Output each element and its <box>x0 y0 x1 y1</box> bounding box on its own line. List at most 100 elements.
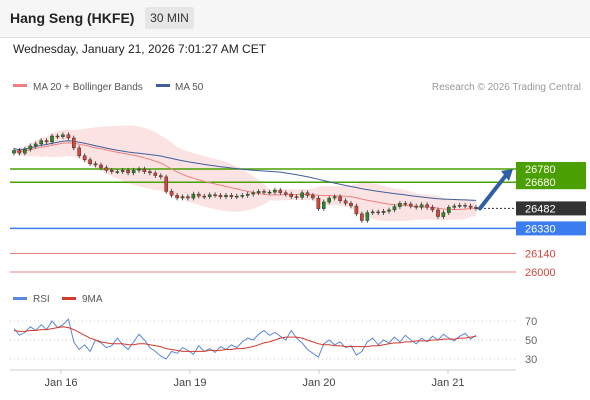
candle-body <box>186 196 190 199</box>
candle-body <box>403 203 408 205</box>
candle-body <box>311 195 315 199</box>
credit-label: Research © 2026 Trading Central <box>432 82 581 93</box>
x-tick-label: Jan 19 <box>173 377 206 389</box>
rsi-ma-legend-swatch <box>62 297 76 300</box>
candle-body <box>229 195 234 197</box>
candle-body <box>327 197 332 203</box>
candle-body <box>191 193 196 199</box>
rsi-tick-label: 70 <box>525 316 537 328</box>
resistance-label-2-bg <box>516 175 586 190</box>
candle-body <box>474 207 478 209</box>
current-price-label: 26482 <box>525 203 556 215</box>
candle-body <box>17 150 22 154</box>
candle-body <box>23 148 27 154</box>
candle-body <box>93 163 98 166</box>
resistance-label-1-bg <box>516 162 586 176</box>
datetime-label: Wednesday, January 21, 2026 7:01:27 AM C… <box>13 42 267 56</box>
candle-body <box>452 205 457 208</box>
candle-body <box>61 134 65 137</box>
candle-body <box>251 192 256 195</box>
rsi-tick-label: 30 <box>525 354 537 366</box>
candle-body <box>360 213 364 221</box>
candle-body <box>245 193 250 196</box>
resistance-label-2: 26680 <box>525 177 556 189</box>
candle-body <box>392 206 397 211</box>
candle-body <box>153 172 158 176</box>
candle-body <box>370 211 375 214</box>
rsi-ma-line <box>13 326 477 352</box>
forecast-arrow-head <box>501 169 513 181</box>
candle-body <box>169 191 174 196</box>
candle-body <box>387 209 391 212</box>
candle-body <box>180 196 185 199</box>
candle-body <box>262 191 266 193</box>
rsi-tick-label: 50 <box>525 335 537 347</box>
candle-body <box>175 195 179 199</box>
candle-body <box>12 150 16 154</box>
candle-body <box>425 204 429 208</box>
rsi-line <box>13 318 477 360</box>
x-tick-label: Jan 16 <box>44 377 77 389</box>
candle-body <box>300 192 304 198</box>
candle-body <box>365 212 370 221</box>
candle-body <box>218 195 223 197</box>
x-axis: Jan 16 Jan 19 Jan 20 Jan 21 <box>44 370 465 389</box>
candle-body <box>273 189 277 193</box>
x-tick-label: Jan 21 <box>431 377 464 389</box>
candle-body <box>66 134 71 139</box>
candle-body <box>278 189 283 193</box>
candle-body <box>39 140 43 145</box>
candle-body <box>234 195 239 198</box>
candle-body <box>109 170 114 172</box>
candle-body <box>463 205 467 207</box>
candle-body <box>126 170 130 174</box>
rsi-ma-legend-label: 9MA <box>82 294 103 305</box>
header-bar: Hang Seng (HKFE) 30 MIN <box>0 0 590 38</box>
candle-body <box>305 192 310 196</box>
candle-body <box>50 135 54 143</box>
candle-body <box>343 200 348 204</box>
candle-body <box>131 170 136 174</box>
rsi-legend-swatch <box>13 297 27 300</box>
candle-body <box>148 171 152 174</box>
ma50-legend-label: MA 50 <box>175 82 204 93</box>
support-label-bg <box>516 221 586 236</box>
candle-body <box>414 205 419 208</box>
instrument-title: Hang Seng (HKFE) <box>10 10 135 26</box>
rsi-legend-label: RSI <box>33 294 50 305</box>
candle-body <box>316 197 321 209</box>
candle-body <box>289 193 294 197</box>
candle-body <box>33 143 38 147</box>
timeframe-button[interactable]: 30 MIN <box>145 7 194 29</box>
ma20-legend-label: MA 20 + Bollinger Bands <box>33 82 143 93</box>
forecast-arrow <box>478 172 509 211</box>
candle-body <box>158 175 163 178</box>
support-label: 26330 <box>525 223 556 235</box>
candle-body <box>332 196 337 199</box>
current-price-label-bg <box>516 201 586 216</box>
candle-body <box>409 203 413 207</box>
rsi-plot-area: 70 50 30 <box>10 316 537 366</box>
candle-body <box>224 195 228 197</box>
target-label-1: 26140 <box>525 249 556 261</box>
candle-body <box>294 196 299 198</box>
resistance-label-1: 26780 <box>525 164 556 176</box>
candle-body <box>468 205 473 208</box>
candle-body <box>55 135 60 138</box>
candle-body <box>99 164 103 168</box>
target-label-2: 26000 <box>525 267 556 279</box>
candle-body <box>164 176 169 192</box>
candle-body <box>120 170 125 172</box>
candle-body <box>213 194 217 197</box>
x-tick-label: Jan 20 <box>302 377 335 389</box>
ma50-legend-swatch <box>156 84 170 87</box>
candle-body <box>322 201 326 209</box>
candle-body <box>28 145 33 150</box>
candle-body <box>398 203 402 207</box>
candle-body <box>430 207 435 211</box>
candle-body <box>196 193 201 197</box>
candle-body <box>44 140 49 143</box>
candle-body <box>349 203 353 207</box>
